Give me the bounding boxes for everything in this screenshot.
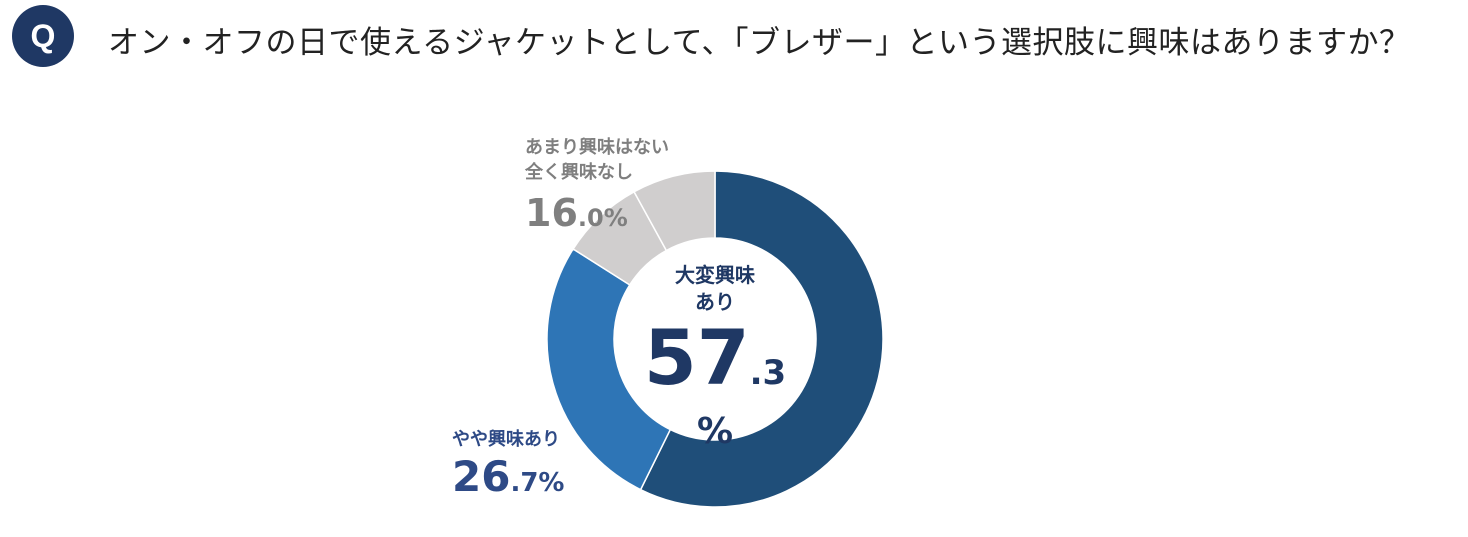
label-somewhat-interested: やや興味あり 26.7% bbox=[452, 427, 564, 501]
question-badge: Q bbox=[12, 5, 74, 67]
label-not-interested: あまり興味はない 全く興味なし 16.0% bbox=[525, 135, 669, 235]
value-int: 16 bbox=[525, 191, 578, 235]
value-dec: .3 bbox=[749, 353, 787, 393]
donut-slice-some bbox=[546, 247, 672, 491]
label-not-interested-line1: あまり興味はない bbox=[525, 137, 669, 158]
donut-slice-very bbox=[639, 170, 884, 508]
question-text: オン・オフの日で使えるジャケットとして、「ブレザー」という選択肢に興味はあります… bbox=[108, 25, 1411, 61]
value-dec: .7 bbox=[510, 468, 539, 498]
donut-slice-none bbox=[633, 170, 716, 252]
label-not-interested-value: 16.0% bbox=[525, 191, 669, 235]
label-very-interested-line1: 大変興味 bbox=[675, 263, 755, 287]
label-very-interested-unit: % bbox=[696, 411, 734, 452]
label-very-interested: 大変興味 あり 57.3 % bbox=[615, 262, 815, 452]
label-very-interested-value: 57.3 bbox=[615, 316, 815, 415]
value-int: 57 bbox=[643, 313, 750, 402]
label-very-interested-line2: あり bbox=[695, 290, 735, 314]
label-somewhat-interested-name: やや興味あり bbox=[452, 429, 560, 450]
value-unit: % bbox=[538, 468, 565, 498]
label-not-interested-line2: 全く興味なし bbox=[525, 162, 633, 183]
value-unit: % bbox=[603, 204, 628, 232]
value-int: 26 bbox=[452, 452, 511, 501]
label-somewhat-interested-value: 26.7% bbox=[452, 452, 564, 501]
value-dec: .0 bbox=[577, 204, 604, 232]
question-header: Q オン・オフの日で使えるジャケットとして、「ブレザー」という選択肢に興味はあり… bbox=[12, 5, 1452, 67]
